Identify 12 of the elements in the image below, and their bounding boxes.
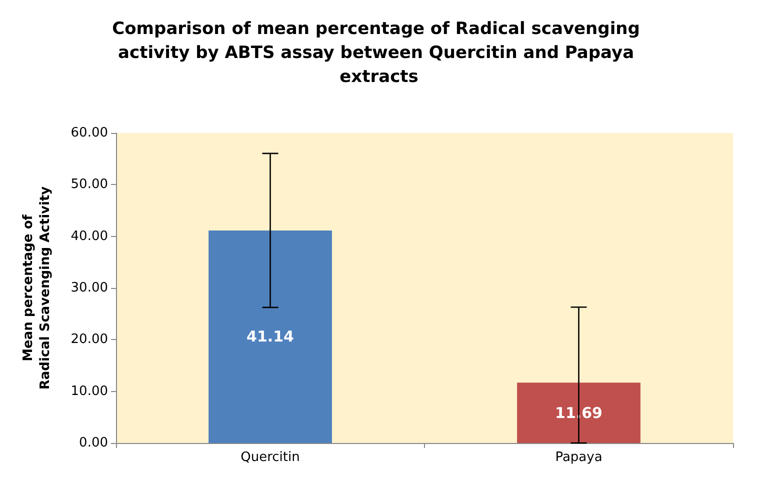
y-tick-label: 20.00: [70, 332, 108, 348]
y-tick-label: 30.00: [70, 280, 108, 296]
x-tick-label: Papaya: [555, 450, 602, 465]
y-tick-label: 60.00: [70, 126, 108, 140]
x-tick-label: Quercitin: [240, 450, 300, 465]
y-tick-label: 40.00: [70, 228, 108, 244]
y-tick-label: 10.00: [70, 384, 108, 399]
chart-title: Comparison of mean percentage of Radical scavenging activity by ABTS assay between Quercitin and Papaya extracts: [112, 19, 646, 87]
y-tick-label: 0.00: [79, 436, 108, 450]
data-label: 41.14: [246, 328, 294, 346]
y-tick-label: 50.00: [70, 177, 108, 192]
y-axis-title: Mean percentage of Radical Scavenging Activity: [21, 186, 53, 390]
